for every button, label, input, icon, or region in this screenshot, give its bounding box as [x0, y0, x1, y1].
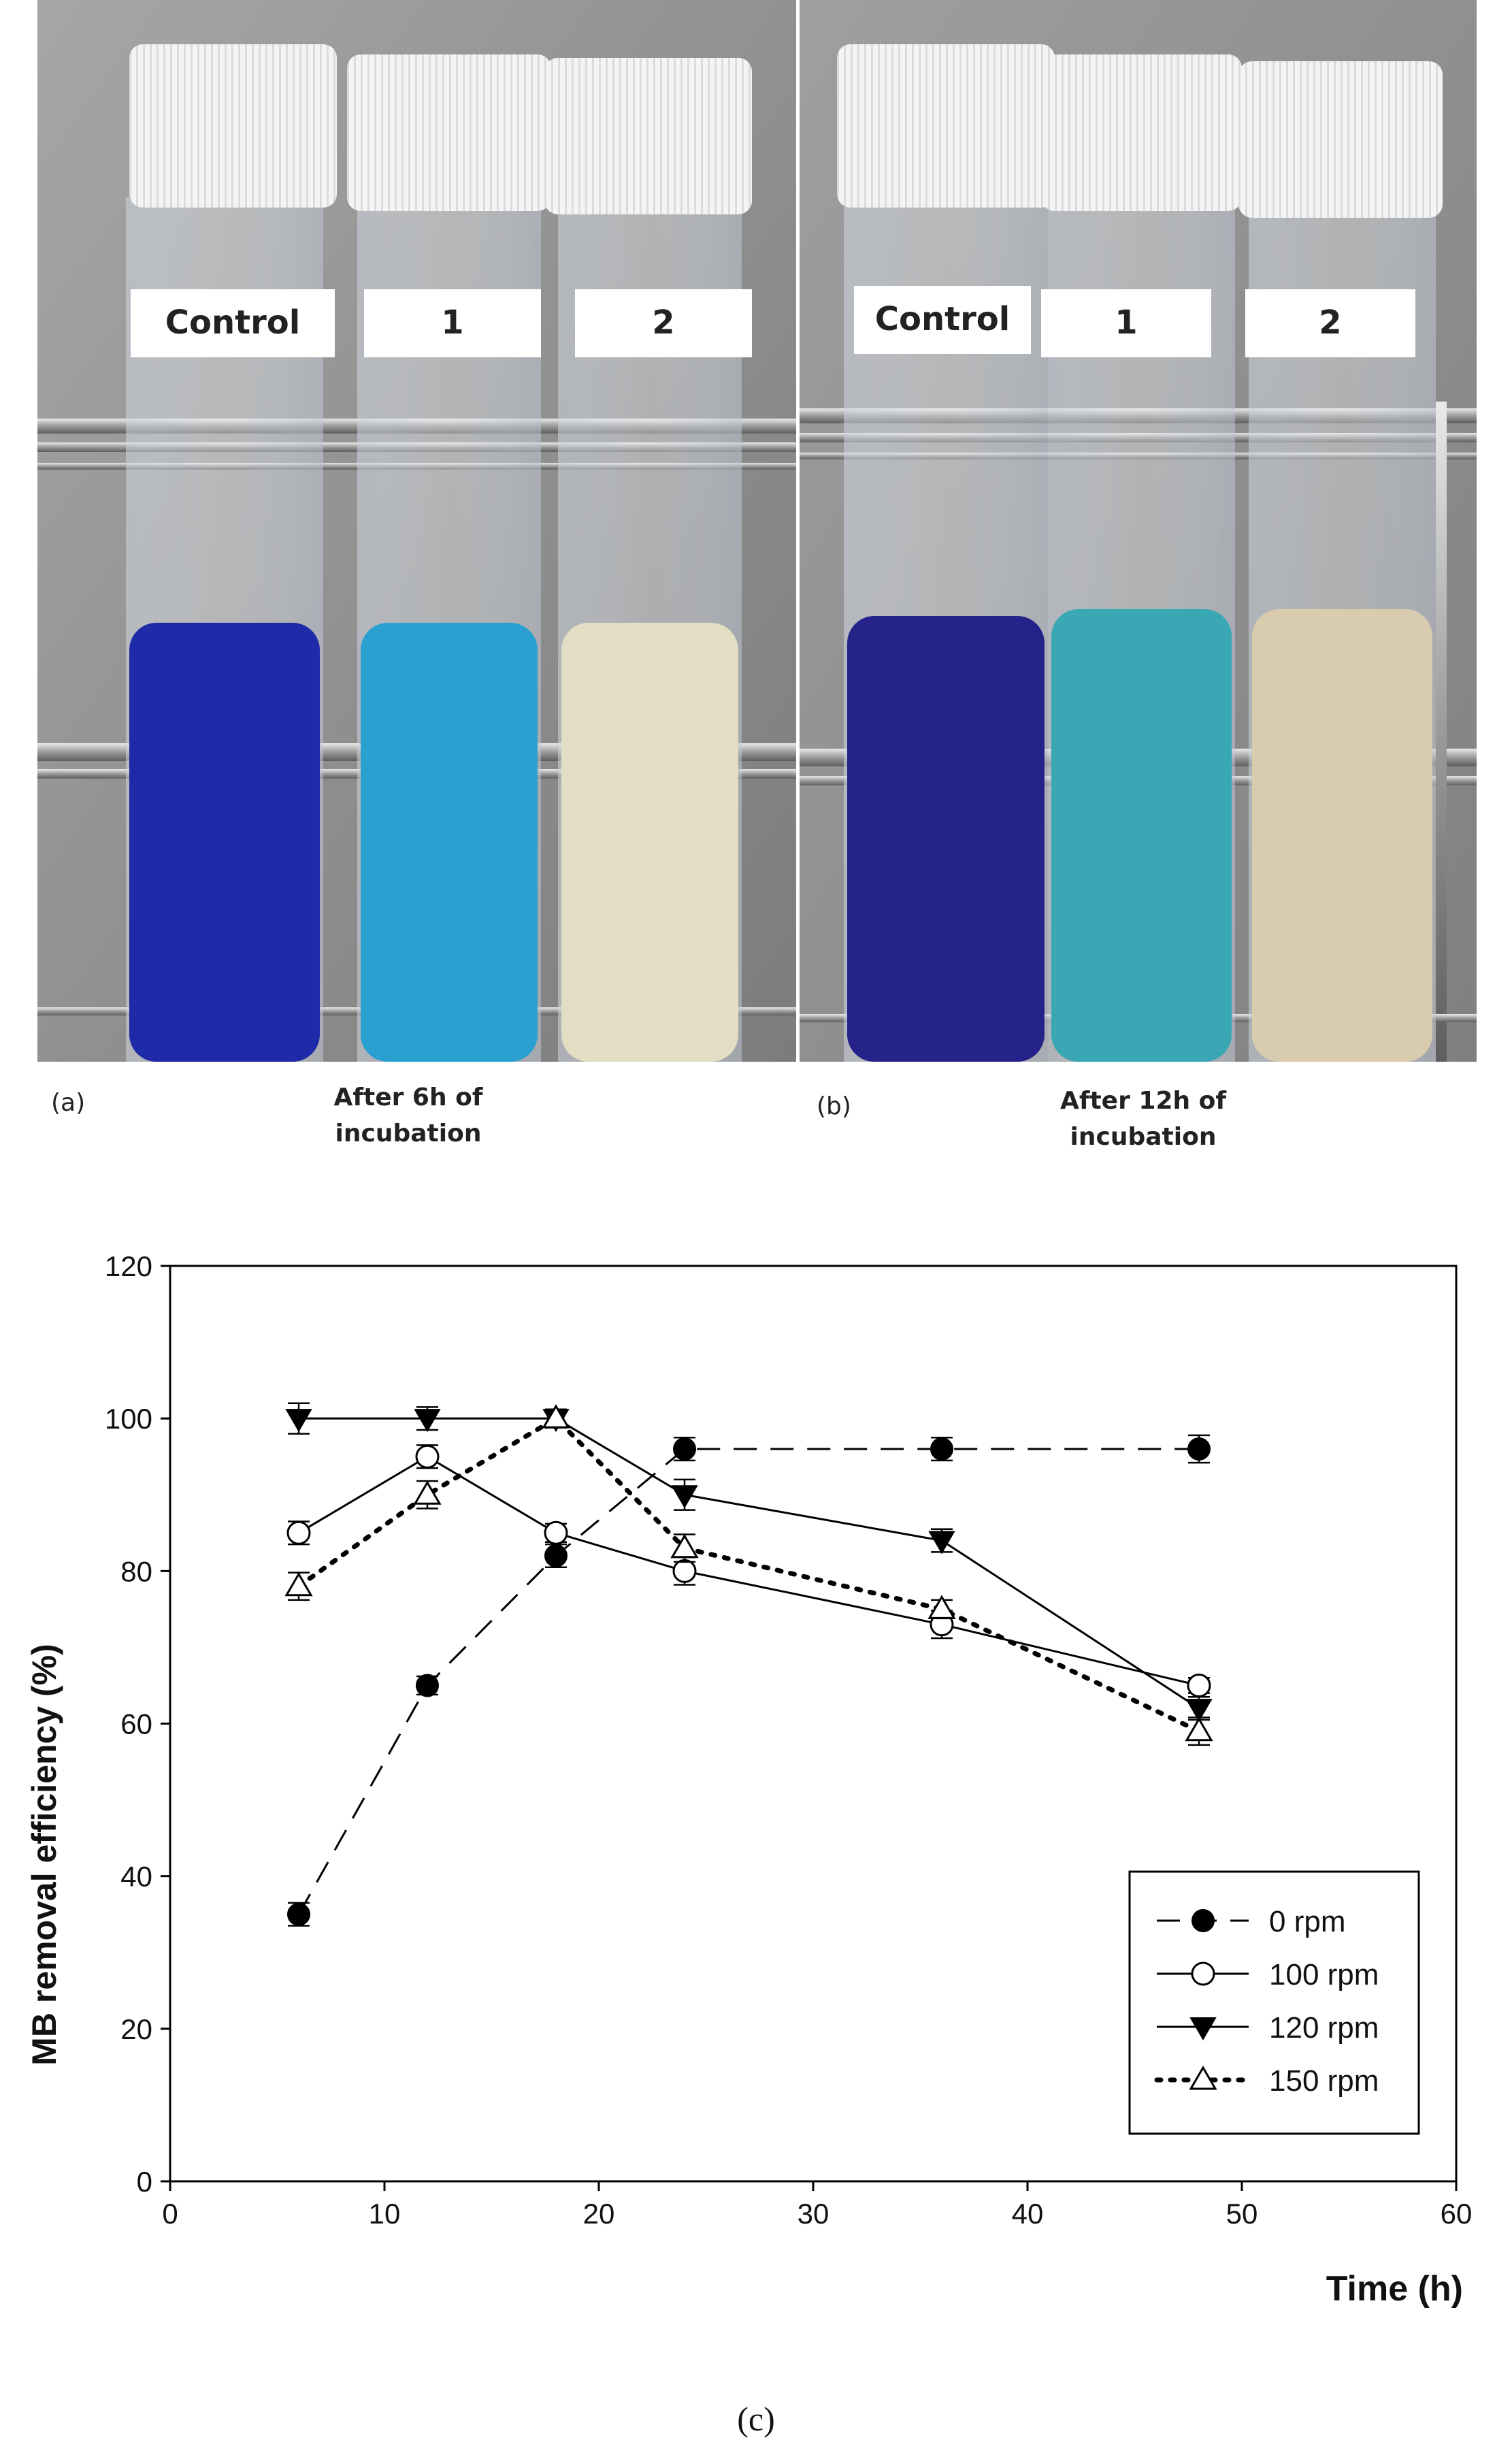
tube-a-control-cap — [129, 44, 337, 208]
series-4-line — [296, 1415, 1202, 1734]
data-point — [544, 1520, 568, 1545]
data-point — [413, 1480, 442, 1505]
chart-series — [284, 1402, 1213, 1927]
data-point — [542, 1404, 570, 1429]
data-point — [672, 1559, 697, 1583]
legend-marker — [1191, 1909, 1215, 1932]
tube-a-1 — [347, 54, 551, 1062]
series-1-line — [297, 1448, 1199, 1915]
tube-label-b-1: 1 — [1115, 304, 1137, 342]
legend-marker — [1189, 2017, 1217, 2040]
panel-b-caption-line2: incubation — [1070, 1123, 1217, 1151]
tube-label-a-1: 1 — [441, 304, 463, 342]
y-tick-label: 60 — [120, 1708, 152, 1740]
tube-a-control — [126, 44, 337, 1062]
panel-b-caption-line1: After 12h of — [1059, 1087, 1227, 1115]
tube-label-a-2: 2 — [652, 304, 674, 342]
x-tick-label: 20 — [583, 2198, 615, 2230]
data-point — [414, 1409, 441, 1433]
legend-label: 100 rpm — [1269, 1958, 1379, 1991]
x-tick-label: 40 — [1012, 2198, 1044, 2230]
tube-b-1-cap — [1041, 54, 1242, 211]
tube-labels-a: Control 1 2 — [131, 289, 752, 357]
data-point — [284, 1572, 313, 1597]
panel-a-letter: (a) — [51, 1089, 86, 1117]
tube-labels-b: Control 1 2 — [854, 286, 1415, 357]
data-point — [287, 1902, 310, 1926]
panel-b-letter: (b) — [817, 1092, 851, 1120]
panel-a-caption-line2: incubation — [335, 1120, 482, 1147]
removal-efficiency-chart: 0 10 20 30 40 50 60 0 20 40 60 80 100 120 0 rpm 100 rp… — [25, 1250, 1472, 2309]
tube-label-a-control: Control — [165, 304, 300, 342]
y-tick-label: 20 — [120, 2013, 152, 2045]
legend-marker — [1191, 1961, 1215, 1986]
tube-a-1-cap — [347, 54, 551, 211]
y-tick-label: 40 — [120, 1861, 152, 1893]
y-tick-label: 80 — [120, 1555, 152, 1587]
data-point — [671, 1485, 698, 1509]
tube-b-2 — [1238, 61, 1443, 1062]
panel-c-letter: (c) — [737, 2400, 775, 2438]
data-point — [1187, 1437, 1211, 1461]
x-axis-label: Time (h) — [1326, 2269, 1463, 2309]
legend-entry-1: 0 rpm — [1157, 1905, 1345, 1938]
tube-a-control-liquid — [129, 623, 320, 1062]
data-point — [286, 1520, 311, 1545]
panel-a-caption-line1: After 6h of — [333, 1084, 483, 1111]
legend-entry-4: 150 rpm — [1154, 2064, 1379, 2098]
y-tick-label: 0 — [137, 2166, 152, 2198]
data-point — [544, 1544, 568, 1567]
y-axis-label: MB removal efficiency (%) — [25, 1644, 63, 2066]
series-2 — [286, 1444, 1211, 1697]
legend-label: 0 rpm — [1269, 1905, 1345, 1938]
legend-box — [1128, 1870, 1420, 2135]
data-point — [416, 1674, 439, 1697]
y-tick-label: 100 — [105, 1403, 152, 1435]
y-tick-label: 120 — [105, 1250, 152, 1282]
legend-label: 150 rpm — [1269, 2064, 1379, 2098]
data-point — [1185, 1716, 1213, 1742]
tube-label-b-control: Control — [875, 300, 1010, 338]
data-point — [673, 1437, 696, 1461]
tube-a-2-liquid — [561, 623, 738, 1062]
tube-b-control — [837, 44, 1055, 1062]
legend-marker — [1189, 2066, 1217, 2090]
tube-label-b-2: 2 — [1319, 304, 1341, 342]
data-point — [285, 1409, 312, 1433]
series-3 — [285, 1402, 1213, 1723]
data-point — [1185, 1699, 1213, 1723]
chart-legend: 0 rpm 100 rpm 120 rpm 150 rpm — [1128, 1870, 1420, 2135]
series-4 — [284, 1404, 1213, 1746]
data-point — [1187, 1673, 1211, 1697]
x-tick-label: 0 — [162, 2198, 178, 2230]
series-1 — [287, 1434, 1211, 1927]
tube-a-1-liquid — [361, 623, 538, 1062]
x-tick-label: 10 — [369, 2198, 401, 2230]
legend-label: 120 rpm — [1269, 2011, 1379, 2045]
legend-entry-3: 120 rpm — [1157, 2011, 1379, 2045]
x-tick-label: 60 — [1441, 2198, 1473, 2230]
tube-b-1-liquid — [1051, 609, 1232, 1062]
tube-b-2-liquid — [1252, 609, 1432, 1062]
series-3-line — [299, 1417, 1200, 1710]
data-point — [670, 1533, 699, 1559]
data-point — [927, 1595, 956, 1619]
tube-a-2 — [544, 58, 752, 1062]
tube-b-control-cap — [837, 44, 1055, 208]
tube-b-1 — [1041, 54, 1242, 1062]
chart-ticks: 0 10 20 30 40 50 60 0 20 40 60 80 100 120 — [105, 1250, 1472, 2230]
tube-b-control-liquid — [847, 616, 1045, 1062]
x-tick-label: 50 — [1226, 2198, 1258, 2230]
data-point — [415, 1444, 440, 1469]
series-2-line — [298, 1455, 1200, 1687]
photo-panels: Control 1 2 Control 1 2 — [37, 0, 1477, 1062]
data-point — [928, 1531, 955, 1554]
data-point — [930, 1437, 953, 1461]
legend-entry-2: 100 rpm — [1157, 1958, 1379, 1991]
x-tick-label: 30 — [798, 2198, 829, 2230]
tube-b-2-cap — [1238, 61, 1443, 218]
tube-a-2-cap — [544, 58, 752, 214]
